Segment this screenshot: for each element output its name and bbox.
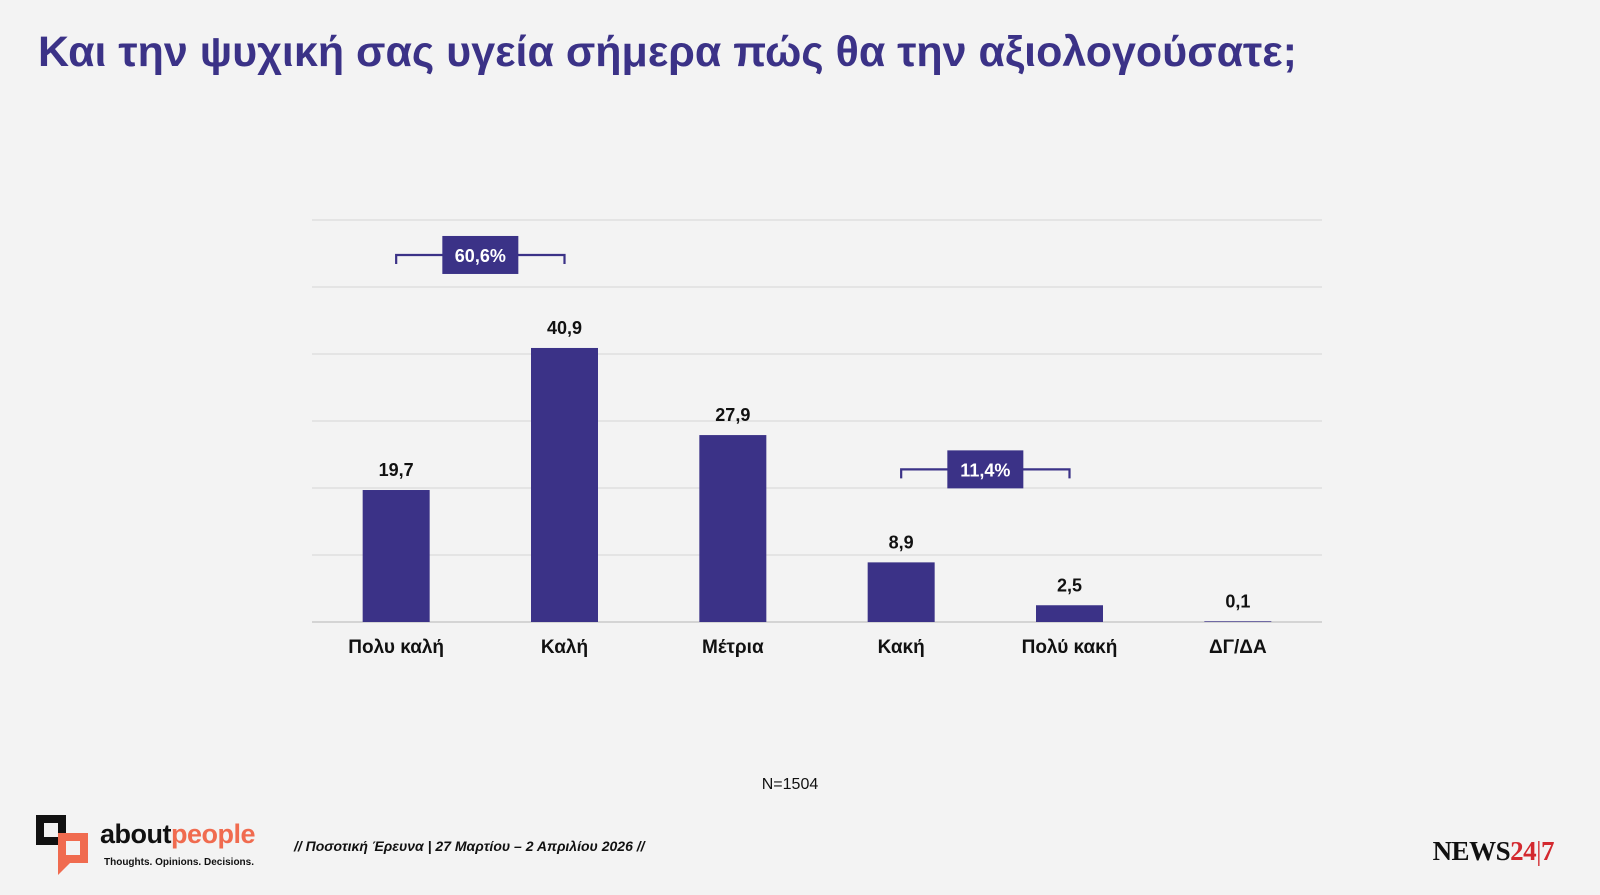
category-label: Πολύ κακή — [1022, 637, 1118, 658]
data-label: 40,9 — [547, 318, 582, 338]
bar-3 — [699, 435, 767, 622]
brand-wordmark: aboutpeople — [100, 819, 256, 849]
news247-logo: NEWS24|7 — [1432, 836, 1555, 866]
data-label: 2,5 — [1057, 575, 1082, 595]
bar-5 — [1036, 605, 1103, 622]
data-label: 27,9 — [715, 405, 750, 425]
aboutpeople-logo: aboutpeople Thoughts. Opinions. Decision… — [36, 815, 276, 881]
bar-2 — [531, 347, 598, 622]
survey-info: // Ποσοτική Έρευνα | 27 Μαρτίου – 2 Απρι… — [294, 838, 645, 854]
group-total-box — [442, 235, 519, 274]
brand-tagline: Thoughts. Opinions. Decisions. — [104, 857, 255, 868]
category-label: Μέτρια — [702, 637, 764, 658]
page-title: Και την ψυχική σας υγεία σήμερα πώς θα τ… — [38, 28, 1297, 76]
bar-1 — [362, 490, 430, 622]
sample-size: N=1504 — [761, 776, 819, 793]
group-total-label: 60,6% — [455, 246, 506, 266]
category-label: Κακή — [878, 637, 925, 658]
data-label: 19,7 — [379, 460, 414, 480]
category-label: Καλή — [541, 637, 588, 658]
bar-4 — [867, 562, 935, 622]
category-label: ΔΓ/ΔΑ — [1209, 637, 1267, 658]
data-label: 0,1 — [1225, 591, 1250, 611]
group-total-label: 11,4% — [960, 460, 1010, 480]
category-label: Πολυ καλή — [348, 637, 444, 658]
aboutpeople-logo-icon — [36, 815, 88, 875]
bar-6 — [1204, 621, 1272, 622]
group-total-box — [947, 450, 1024, 489]
data-label: 8,9 — [889, 532, 914, 552]
